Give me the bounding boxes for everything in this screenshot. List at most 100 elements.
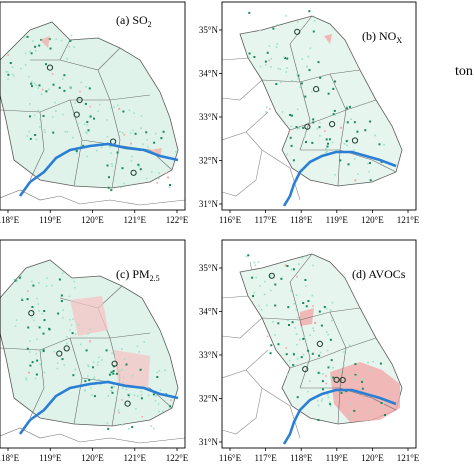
emission-pixel — [169, 184, 171, 186]
emission-pixel — [123, 376, 125, 378]
emission-pixel — [29, 103, 31, 105]
emission-pixel — [101, 359, 103, 361]
emission-pixel — [128, 427, 130, 430]
point-source-marker — [351, 137, 359, 144]
emission-pixel — [334, 113, 337, 116]
emission-pixel — [286, 374, 289, 376]
lon-tick-label: 120°E — [81, 453, 104, 463]
emission-pixel — [364, 129, 367, 132]
emission-pixel — [302, 302, 305, 304]
emission-pixel — [62, 78, 64, 80]
emission-pixel — [73, 280, 76, 283]
emission-pixel — [62, 309, 64, 311]
emission-pixel — [251, 276, 254, 279]
emission-pixel — [90, 394, 93, 396]
emission-pixel — [69, 39, 72, 42]
emission-pixel — [368, 171, 370, 173]
emission-pixel — [7, 78, 9, 80]
emission-pixel — [292, 268, 295, 271]
emission-pixel — [58, 278, 61, 281]
emission-pixel — [307, 349, 310, 352]
lon-tick-label: 119°E — [39, 215, 62, 225]
panel-label: (a) SO2 — [116, 13, 152, 29]
emission-pixel — [93, 361, 95, 363]
emission-pixel — [26, 135, 28, 137]
emission-pixel — [36, 297, 38, 300]
emission-pixel — [380, 402, 383, 404]
emission-pixel — [265, 106, 268, 109]
emission-pixel — [325, 148, 327, 150]
emission-pixel — [158, 177, 160, 180]
emission-pixel — [84, 102, 87, 105]
emission-pixel — [287, 306, 290, 309]
emission-pixel — [35, 50, 37, 52]
emission-pixel — [275, 46, 278, 48]
emission-pixel — [331, 301, 334, 304]
lon-tick-label: 120°E — [81, 215, 104, 225]
emission-pixel — [26, 298, 29, 301]
emission-pixel — [157, 403, 160, 405]
emission-pixel — [87, 364, 89, 367]
yangtze-river — [18, 380, 179, 435]
emission-pixel — [107, 395, 110, 397]
emission-pixel — [138, 165, 141, 168]
emission-pixel — [327, 142, 329, 145]
emission-pixel — [142, 143, 144, 146]
emission-pixel — [289, 114, 292, 116]
emission-pixel — [300, 356, 303, 359]
latitude-ticks: 35°N 34°N 33°N 32°N 31°N — [199, 25, 222, 209]
emission-pixel — [334, 174, 336, 176]
lon-tick-label: 122°E — [166, 453, 189, 463]
emission-pixel — [62, 272, 64, 274]
emission-pixel — [140, 115, 143, 117]
emission-pixel — [175, 151, 177, 153]
emission-pixel — [110, 390, 112, 392]
emission-pixel — [378, 143, 381, 146]
lon-tick-label: 117°E — [254, 215, 277, 225]
emission-pixel — [319, 76, 322, 79]
emission-pixel — [99, 383, 102, 386]
emission-pixel — [277, 322, 280, 325]
emission-pixel — [253, 291, 256, 294]
emission-pixel — [305, 141, 307, 143]
emission-pixel — [123, 134, 126, 136]
point-source-marker — [124, 400, 131, 407]
emission-pixel — [252, 295, 254, 298]
emission-pixel — [369, 162, 371, 165]
emission-pixel — [296, 108, 299, 111]
emission-pixel — [380, 406, 383, 408]
emission-pixel — [263, 293, 266, 296]
emission-pixel — [361, 379, 363, 381]
point-source-marker — [46, 64, 54, 71]
emission-pixel — [28, 351, 31, 353]
emission-pixel — [321, 398, 324, 400]
emission-pixel — [74, 368, 76, 371]
emission-pixel — [327, 333, 329, 336]
emission-pixel — [354, 179, 357, 182]
hotspot-area — [70, 296, 150, 390]
emission-pixel — [311, 141, 314, 144]
emission-pixel — [25, 378, 28, 381]
emission-pixel — [66, 342, 68, 345]
emission-pixel — [380, 161, 383, 163]
emission-pixel — [134, 132, 137, 135]
emission-pixel — [80, 145, 83, 147]
emission-pixel — [290, 114, 293, 117]
emission-pixel — [60, 300, 63, 302]
emission-pixel — [295, 333, 298, 335]
emission-pixel — [11, 73, 14, 76]
emission-pixel — [300, 82, 303, 85]
emission-pixel — [259, 285, 261, 287]
emission-pixel — [329, 309, 332, 311]
emission-pixel — [280, 277, 283, 280]
emission-pixel — [343, 351, 345, 353]
emission-pixel — [309, 47, 312, 50]
emission-pixel — [318, 310, 321, 313]
emission-pixel — [28, 371, 30, 374]
emission-pixel — [295, 126, 298, 129]
emission-pixel — [38, 326, 41, 329]
emission-pixel — [85, 131, 87, 134]
emission-pixel — [93, 376, 96, 378]
emission-pixel — [74, 286, 76, 289]
lat-tick-label: 33°N — [199, 350, 219, 360]
